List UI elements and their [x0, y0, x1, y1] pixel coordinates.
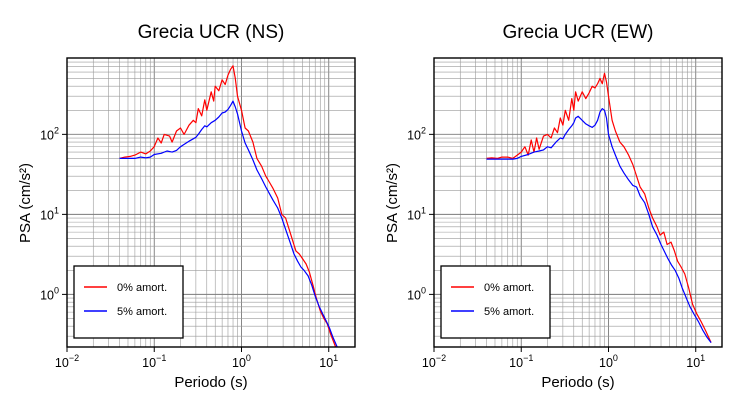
chart-title: Grecia UCR (EW): [503, 22, 654, 43]
x-tick-label: 101: [319, 353, 338, 370]
x-tick-label: 10−2: [422, 353, 446, 370]
grid: [66, 57, 356, 347]
y-tick-labels: 100 101 102: [407, 125, 434, 302]
y-axis-label: PSA (cm/s²): [17, 163, 34, 243]
legend-box: [440, 265, 551, 339]
y-tick-label: 100: [407, 285, 426, 302]
legend-label-0: 0% amort.: [484, 282, 534, 294]
legend: 0% amort. 5% amort.: [440, 265, 551, 339]
series-line-5pct: [486, 107, 712, 343]
y-tick-label: 100: [40, 285, 59, 302]
plot-frame: [433, 57, 723, 348]
x-tick-label: 100: [232, 353, 251, 370]
legend-box: [73, 265, 184, 339]
y-tick-label: 102: [407, 125, 426, 142]
series-line-0pct: [119, 65, 337, 348]
x-tick-labels: 10−2 10−1 100 101: [422, 347, 705, 370]
x-axis-label: Periodo (s): [541, 374, 614, 391]
chart-title: Grecia UCR (NS): [138, 22, 285, 43]
legend-label-0: 0% amort.: [117, 282, 167, 294]
y-tick-label: 102: [40, 125, 59, 142]
x-axis-label: Periodo (s): [174, 374, 247, 391]
x-tick-labels: 10−2 10−1 100 101: [55, 347, 338, 370]
x-tick-label: 100: [599, 353, 618, 370]
x-tick-label: 10−2: [55, 353, 79, 370]
y-tick-label: 101: [407, 205, 426, 222]
y-tick-label: 101: [40, 205, 59, 222]
chart-panel-ns: Grecia UCR (NS) 10−2 10−1 100 101 100 101 102…: [17, 22, 356, 391]
legend-label-1: 5% amort.: [484, 306, 534, 318]
x-tick-label: 10−1: [509, 353, 533, 370]
x-tick-label: 10−1: [142, 353, 166, 370]
legend: 0% amort. 5% amort.: [73, 265, 184, 339]
legend-label-1: 5% amort.: [117, 306, 167, 318]
plot-series: [486, 72, 712, 343]
series-line-5pct: [119, 100, 338, 348]
chart-panel-ew: Grecia UCR (EW) 10−2 10−1 100 101 100 101 102…: [384, 22, 723, 391]
plot-frame: [66, 57, 356, 348]
x-tick-label: 101: [686, 353, 705, 370]
y-axis-label: PSA (cm/s²): [384, 163, 401, 243]
y-tick-labels: 100 101 102: [40, 125, 67, 302]
series-line-0pct: [486, 72, 712, 343]
plot-series: [119, 65, 338, 348]
